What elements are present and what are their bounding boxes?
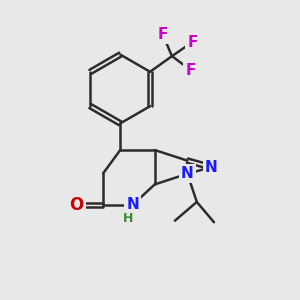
Text: N: N <box>181 166 194 181</box>
Text: F: F <box>187 34 197 50</box>
Text: N: N <box>205 160 218 175</box>
Text: F: F <box>158 27 168 42</box>
Text: N: N <box>126 197 139 212</box>
Text: F: F <box>186 63 196 78</box>
Text: H: H <box>123 212 133 225</box>
Text: O: O <box>69 196 84 214</box>
